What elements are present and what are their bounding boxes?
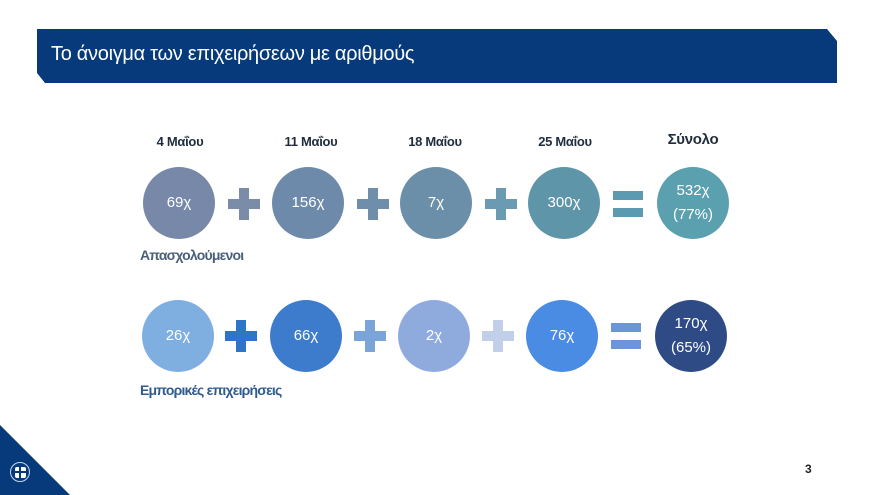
column-header-may-18: 18 Μαΐου	[408, 134, 462, 149]
row1-circle-may-4: 69χ	[143, 167, 215, 239]
row2-value-may-18: 2χ	[425, 327, 443, 344]
row1-circle-may-11: 156χ	[272, 167, 344, 239]
column-header-total: Σύνολο	[667, 131, 719, 148]
row2-value-may-25: 76χ	[549, 327, 575, 344]
column-header-may-25: 25 Μαΐου	[538, 134, 592, 149]
column-header-may-4: 4 Μαΐου	[156, 134, 204, 149]
greek-emblem-icon	[10, 462, 30, 482]
plus-icon	[228, 188, 260, 220]
row2-value-may-11: 66χ	[293, 327, 319, 344]
plus-icon	[357, 188, 389, 220]
plus-icon	[482, 320, 514, 352]
row1-value-may-25: 300χ	[547, 194, 581, 211]
column-header-may-11: 11 Μαΐου	[284, 134, 338, 149]
row1-circle-may-25: 300χ	[528, 167, 600, 239]
title-bar: Το άνοιγμα των επιχειρήσεων με αριθμούς	[37, 29, 837, 83]
row1-value-may-18: 7χ	[427, 194, 445, 211]
plus-icon	[485, 188, 517, 220]
row2-circle-may-4: 26χ	[142, 300, 214, 372]
cross-icon	[14, 466, 26, 478]
row1-value-may-4: 69χ	[166, 194, 192, 211]
row-label-retail-businesses: Εμπορικές επιχειρήσεις	[140, 382, 282, 398]
slide-title: Το άνοιγμα των επιχειρήσεων με αριθμούς	[51, 43, 415, 65]
row2-total-percent: (65%)	[670, 339, 711, 356]
row2-total-value: 170χ	[674, 315, 708, 332]
page-number: 3	[805, 462, 812, 476]
equals-icon	[613, 191, 643, 217]
row2-circle-may-25: 76χ	[526, 300, 598, 372]
row2-circle-total: 170χ (65%)	[655, 300, 727, 372]
corner-decoration	[0, 425, 70, 495]
row-label-employees: Απασχολούμενοι	[140, 247, 244, 263]
row1-value-may-11: 156χ	[291, 194, 325, 211]
equals-icon	[611, 323, 641, 349]
plus-icon	[354, 320, 386, 352]
row1-circle-may-18: 7χ	[400, 167, 472, 239]
row2-circle-may-11: 66χ	[270, 300, 342, 372]
row1-total-value: 532χ	[676, 182, 710, 199]
row1-total-percent: (77%)	[672, 206, 713, 223]
row2-circle-may-18: 2χ	[398, 300, 470, 372]
row2-value-may-4: 26χ	[165, 327, 191, 344]
row1-circle-total: 532χ (77%)	[657, 167, 729, 239]
plus-icon	[225, 320, 257, 352]
